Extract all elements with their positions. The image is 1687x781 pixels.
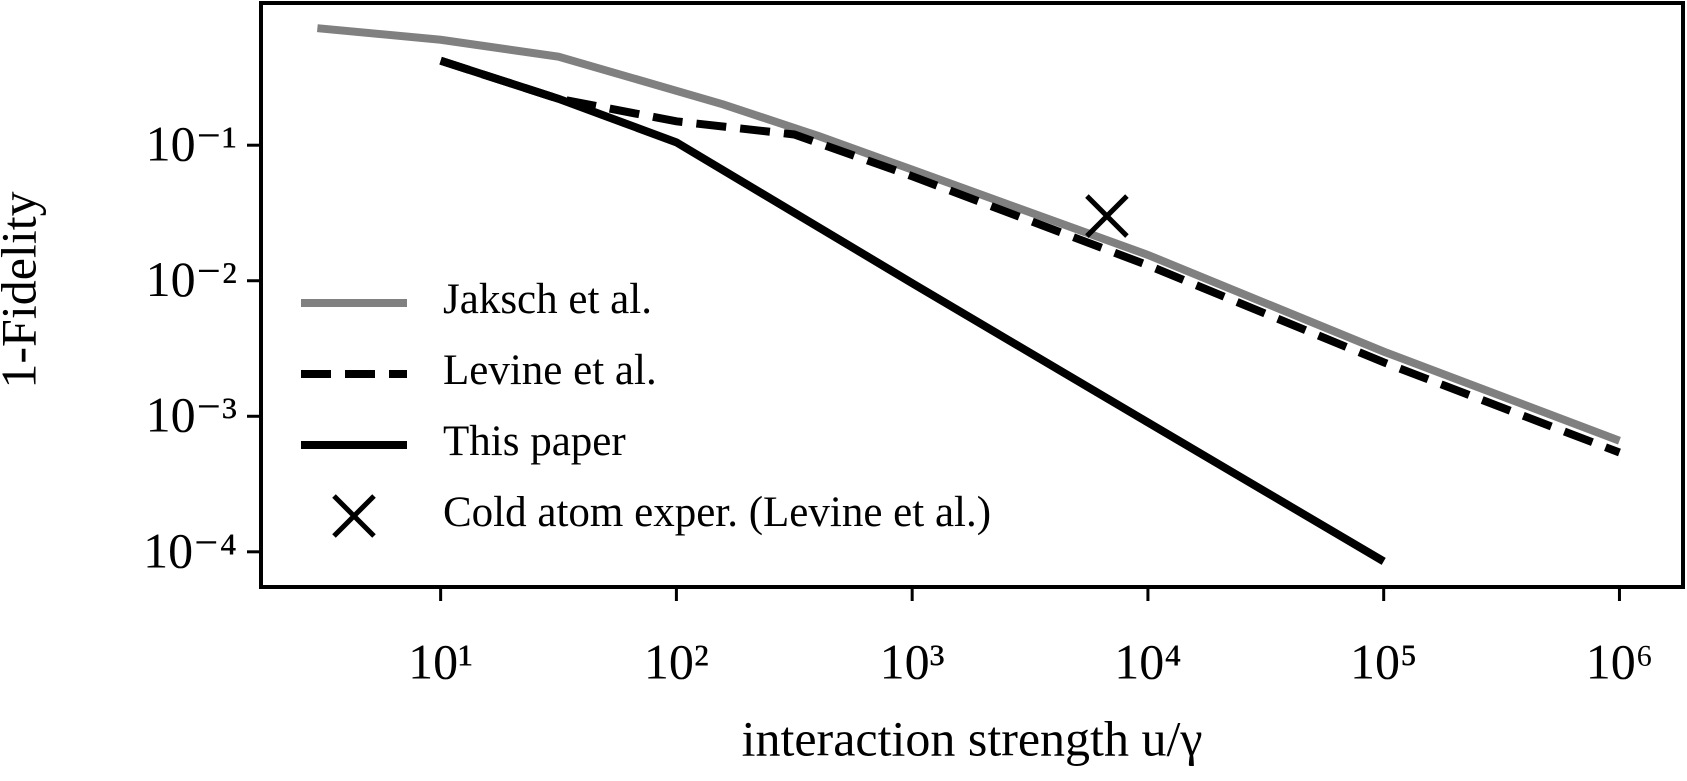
y-tick-label: 10⁻¹	[146, 116, 237, 172]
series-line	[439, 56, 1386, 565]
legend-label: Cold atom exper. (Levine et al.)	[443, 489, 991, 536]
x-tick-label: 10²	[644, 633, 709, 689]
legend-label: Levine et al.	[443, 347, 657, 394]
x-tick-label: 10⁴	[1114, 633, 1181, 689]
y-axis-label: 1-Fidelity	[0, 191, 46, 388]
legend-marker	[332, 494, 376, 538]
legend-label: Jaksch et al.	[443, 276, 652, 323]
x-tick-label: 10⁵	[1350, 633, 1417, 689]
x-tick-label: 10⁶	[1586, 633, 1653, 689]
marker	[1085, 194, 1129, 238]
y-tick-label: 10⁻³	[146, 387, 237, 443]
x-axis-label: interaction strength u/γ	[742, 710, 1203, 766]
legend-label: This paper	[443, 418, 626, 465]
y-tick-label: 10⁻²	[146, 251, 237, 307]
x-tick-label: 10¹	[408, 633, 473, 689]
plot-frame	[259, 1, 1685, 589]
y-tick-label: 10⁻⁴	[143, 522, 237, 578]
series-line	[316, 24, 1621, 445]
x-tick-label: 10³	[880, 633, 945, 689]
